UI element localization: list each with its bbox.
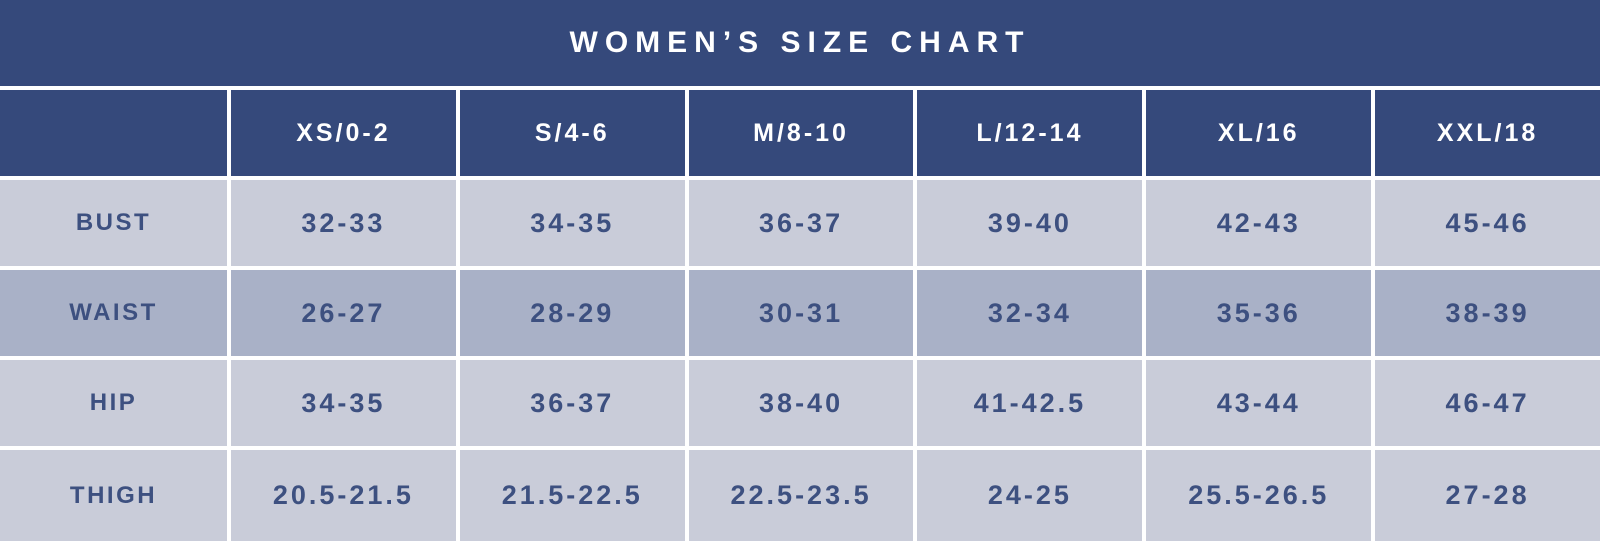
size-cell: 36-37 [688,180,914,266]
size-cell: 27-28 [1375,450,1600,541]
page-title: WOMEN’S SIZE CHART [569,26,1031,59]
row-label-thigh: THIGH [0,450,227,541]
row-label-waist: WAIST [0,270,227,356]
size-cell: 46-47 [1375,360,1600,446]
size-cell: 34-35 [459,180,685,266]
size-cell: 45-46 [1375,180,1600,266]
size-cell: 38-39 [1375,270,1600,356]
size-cell: 43-44 [1146,360,1372,446]
size-table: XS/0-2 S/4-6 M/8-10 L/12-14 XL/16 XXL/18… [0,90,1600,541]
row-label-hip: HIP [0,360,227,446]
size-cell: 21.5-22.5 [459,450,685,541]
size-cell: 34-35 [231,360,456,446]
size-cell: 20.5-21.5 [231,450,456,541]
row-label-bust: BUST [0,180,227,266]
size-cell: 26-27 [231,270,456,356]
col-header-xl: XL/16 [1146,90,1372,176]
col-header-m: M/8-10 [688,90,914,176]
col-header-xxl: XXL/18 [1375,90,1600,176]
size-cell: 30-31 [688,270,914,356]
col-header-s: S/4-6 [459,90,685,176]
size-cell: 22.5-23.5 [688,450,914,541]
size-cell: 24-25 [917,450,1143,541]
size-cell: 41-42.5 [917,360,1143,446]
title-bar: WOMEN’S SIZE CHART [0,0,1600,86]
size-cell: 32-34 [917,270,1143,356]
size-cell: 38-40 [688,360,914,446]
size-cell: 35-36 [1146,270,1372,356]
size-cell: 28-29 [459,270,685,356]
size-cell: 36-37 [459,360,685,446]
corner-cell [0,90,227,176]
size-cell: 25.5-26.5 [1146,450,1372,541]
size-cell: 39-40 [917,180,1143,266]
col-header-xs: XS/0-2 [231,90,456,176]
col-header-l: L/12-14 [917,90,1143,176]
size-cell: 32-33 [231,180,456,266]
size-cell: 42-43 [1146,180,1372,266]
